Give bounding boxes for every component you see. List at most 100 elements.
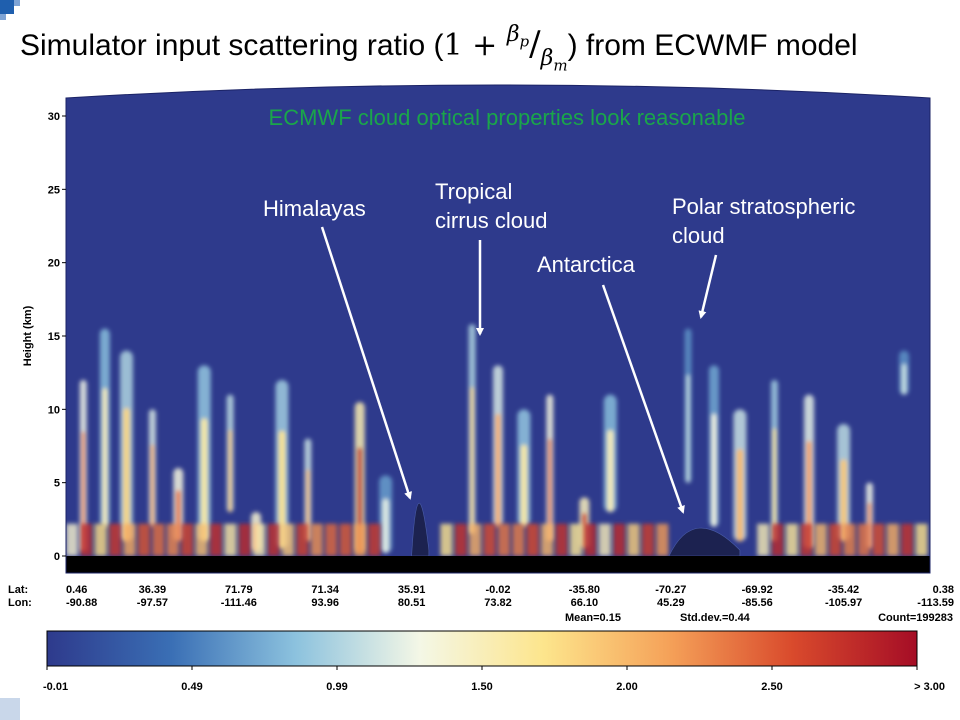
low-cloud-cell bbox=[195, 523, 208, 556]
annotation-polar: Polar stratospheric cloud bbox=[672, 194, 855, 248]
lon-tick-label: 73.82 bbox=[484, 597, 512, 609]
stat-std: Std.dev.=0.44 bbox=[680, 612, 751, 624]
cloud-core bbox=[806, 440, 812, 549]
low-cloud-cell bbox=[109, 523, 122, 556]
cloud-core bbox=[772, 428, 777, 542]
annotation-line: Himalayas bbox=[263, 196, 366, 221]
low-cloud-cell bbox=[296, 523, 309, 556]
low-cloud-cell bbox=[310, 523, 323, 556]
title-one: 1 bbox=[443, 28, 463, 63]
colorbar-tick-label: > 3.00 bbox=[914, 681, 945, 693]
y-tick-label: 5 bbox=[54, 478, 60, 490]
low-cloud-cell bbox=[253, 523, 266, 556]
title-prefix: Simulator input scattering ratio ( bbox=[20, 29, 444, 62]
title-beta-m: β bbox=[540, 46, 554, 71]
cloud-core bbox=[736, 448, 744, 542]
lat-tick-label: 71.34 bbox=[311, 584, 339, 596]
terrain-region bbox=[411, 502, 430, 557]
y-tick-label: 0 bbox=[54, 551, 60, 563]
ground-strip bbox=[66, 556, 930, 573]
low-cloud-cell bbox=[440, 523, 453, 556]
low-cloud-cell bbox=[512, 523, 525, 556]
colorbar-tick-label: 0.49 bbox=[181, 681, 202, 693]
cloud-core bbox=[123, 407, 130, 542]
title-plus: + bbox=[462, 28, 507, 63]
low-cloud-cell bbox=[80, 523, 93, 556]
low-cloud-cell bbox=[325, 523, 338, 556]
plot-clip-group bbox=[66, 85, 930, 573]
lat-row-label: Lat: bbox=[8, 584, 28, 596]
low-cloud-cell bbox=[354, 523, 366, 556]
annotation-antarctica: Antarctica bbox=[537, 252, 636, 277]
cloud-core bbox=[548, 438, 552, 542]
stat-mean: Mean=0.15 bbox=[565, 612, 621, 624]
low-cloud-cell bbox=[166, 523, 179, 556]
lat-tick-label: 0.38 bbox=[933, 584, 954, 596]
colorbar-tick-label: 0.99 bbox=[326, 681, 347, 693]
cloud-core bbox=[520, 444, 528, 527]
low-cloud-cell bbox=[814, 523, 827, 556]
boundary-layer-band bbox=[66, 523, 928, 556]
annotation-line: Polar stratospheric bbox=[672, 194, 855, 219]
cloud-core bbox=[840, 459, 847, 542]
lon-tick-label: 93.96 bbox=[311, 597, 339, 609]
y-tick-label: 30 bbox=[48, 111, 60, 123]
low-cloud-cell bbox=[771, 523, 784, 556]
annotation-arrow-polar bbox=[698, 254, 718, 319]
low-cloud-cell bbox=[498, 523, 510, 556]
low-cloud-cell bbox=[886, 523, 899, 556]
low-cloud-cell bbox=[339, 523, 352, 556]
cloud-core bbox=[150, 444, 155, 527]
low-cloud-cell bbox=[800, 523, 813, 556]
slide-corner-mark-bottom bbox=[0, 698, 20, 720]
low-cloud-cell bbox=[94, 523, 107, 556]
low-cloud-cell bbox=[66, 523, 78, 556]
low-cloud-cell bbox=[368, 523, 381, 556]
curtain-plot bbox=[65, 84, 931, 574]
colorbar-tick-label: 1.50 bbox=[471, 681, 492, 693]
lon-tick-label: -105.97 bbox=[825, 597, 862, 609]
low-cloud-cell bbox=[224, 523, 237, 556]
colorbar-tick-label: 2.00 bbox=[616, 681, 637, 693]
low-cloud-cell bbox=[469, 523, 482, 556]
lat-tick-label: 35.91 bbox=[398, 584, 426, 596]
low-cloud-cell bbox=[613, 523, 626, 556]
lat-tick-label: 36.39 bbox=[139, 584, 167, 596]
low-cloud-cell bbox=[123, 523, 136, 556]
low-cloud-cell bbox=[238, 523, 251, 556]
annotation-line: Tropical bbox=[435, 179, 512, 204]
cloud-core bbox=[278, 430, 286, 549]
low-cloud-cell bbox=[843, 523, 856, 556]
title-suffix: ) from ECWMF model bbox=[567, 29, 858, 62]
cloud-core bbox=[686, 374, 690, 483]
y-tick-label: 25 bbox=[48, 184, 60, 196]
low-cloud-cell bbox=[656, 523, 669, 556]
annotation-line: Antarctica bbox=[537, 252, 636, 277]
low-cloud-cell bbox=[901, 523, 914, 556]
low-cloud-cell bbox=[267, 523, 280, 556]
slide-corner-mark bbox=[0, 0, 20, 20]
low-cloud-cell bbox=[829, 523, 842, 556]
lat-tick-label: -70.27 bbox=[655, 584, 686, 596]
low-cloud-cell bbox=[483, 523, 496, 556]
low-cloud-cell bbox=[152, 523, 165, 556]
low-cloud-cell bbox=[872, 523, 885, 556]
cloud-core bbox=[228, 429, 232, 512]
lon-tick-label: 45.29 bbox=[657, 597, 685, 609]
annotation-line: cloud bbox=[672, 223, 725, 248]
slide-title: Simulator input scattering ratio (1 + βp… bbox=[20, 22, 858, 75]
title-den: βm bbox=[540, 46, 568, 74]
low-cloud-cell bbox=[786, 523, 798, 556]
annotations: ECMWF cloud optical properties look reas… bbox=[263, 105, 855, 514]
low-cloud-cell bbox=[757, 523, 770, 556]
low-cloud-cell bbox=[210, 523, 222, 556]
cloud-core bbox=[711, 413, 717, 527]
y-tick-label: 15 bbox=[48, 331, 60, 343]
lon-tick-label: -113.59 bbox=[917, 597, 954, 609]
low-cloud-cell bbox=[181, 523, 194, 556]
low-cloud-cell bbox=[642, 523, 654, 556]
annotation-line: cirrus cloud bbox=[435, 208, 547, 233]
colorbar-bar bbox=[46, 630, 918, 667]
cloud-core bbox=[901, 363, 907, 395]
